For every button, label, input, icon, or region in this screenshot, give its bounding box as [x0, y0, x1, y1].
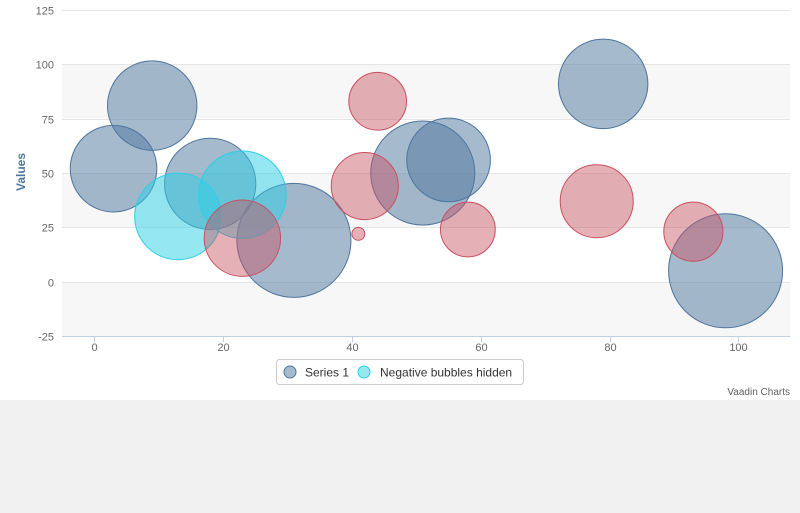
x-axis-ticks: 0 20 40 60 80 100 — [91, 336, 748, 354]
negative-bubble[interactable] — [663, 201, 724, 262]
bubble[interactable] — [668, 213, 784, 329]
series-2 — [134, 71, 724, 277]
y-tick-label: -25 — [38, 332, 54, 344]
y-tick-label: 50 — [42, 169, 54, 181]
bubble[interactable] — [406, 117, 491, 203]
x-tick-label: 60 — [475, 342, 487, 354]
legend-box — [276, 359, 524, 385]
negative-bubble[interactable] — [330, 152, 399, 221]
plot-band — [62, 281, 790, 336]
x-tick-label: 0 — [91, 342, 97, 354]
x-tick-label: 80 — [604, 342, 616, 354]
x-tick-label: 40 — [346, 342, 358, 354]
bubble[interactable] — [557, 38, 649, 130]
y-tick-label: 25 — [42, 223, 54, 235]
legend: Series 1 Negative bubbles hidden — [276, 359, 524, 385]
y-tick-label: 75 — [42, 115, 54, 127]
bubble[interactable] — [198, 150, 287, 240]
legend-label-negative-bubbles-hidden: Negative bubbles hidden — [380, 366, 512, 380]
credits-link[interactable]: Vaadin Charts — [727, 387, 790, 398]
x-tick-label: 20 — [217, 342, 229, 354]
y-tick-label: 100 — [36, 60, 54, 72]
y-axis-ticks: -25 0 25 50 75 100 125 — [36, 6, 54, 344]
negative-bubble[interactable] — [439, 201, 496, 258]
legend-item-negative-bubbles-hidden[interactable]: Negative bubbles hidden — [357, 365, 512, 380]
negative-bubble[interactable] — [203, 199, 282, 277]
bubble[interactable] — [106, 60, 198, 151]
legend-marker-negative-bubbles-hidden — [357, 365, 371, 379]
x-tick-label: 100 — [729, 342, 747, 354]
negative-bubble[interactable] — [351, 226, 366, 241]
negative-bubble[interactable] — [348, 71, 408, 131]
bubble-chart: -25 0 25 50 75 100 125 0 20 40 60 80 100 Values Ser… — [14, 6, 790, 398]
negative-bubble[interactable] — [559, 164, 634, 239]
y-axis-title: Values — [14, 153, 28, 191]
chart-container: -25 0 25 50 75 100 125 0 20 40 60 80 100 Values Ser… — [0, 0, 800, 400]
y-tick-label: 0 — [48, 278, 54, 290]
legend-marker-series-1 — [283, 365, 297, 379]
legend-label-series-1: Series 1 — [305, 366, 349, 380]
y-tick-label: 125 — [36, 6, 54, 18]
legend-item-series-1[interactable]: Series 1 — [283, 365, 349, 380]
bubbles — [69, 38, 784, 329]
